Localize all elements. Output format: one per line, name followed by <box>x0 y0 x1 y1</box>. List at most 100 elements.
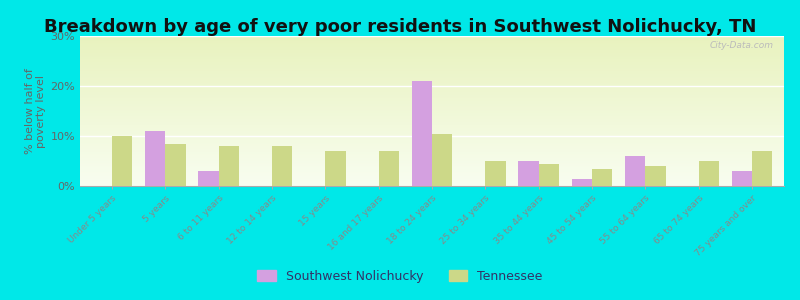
Bar <box>80 141 784 142</box>
Bar <box>80 85 784 86</box>
Bar <box>698 161 719 186</box>
Bar <box>80 167 784 168</box>
Bar <box>80 71 784 72</box>
Bar <box>80 84 784 85</box>
Bar <box>112 136 132 186</box>
Bar <box>145 131 166 186</box>
Bar <box>80 106 784 107</box>
Bar <box>80 126 784 127</box>
Bar <box>80 129 784 130</box>
Bar <box>80 57 784 58</box>
Bar <box>80 80 784 81</box>
Bar <box>80 78 784 79</box>
Bar <box>80 111 784 112</box>
Bar <box>80 81 784 82</box>
Bar <box>80 69 784 70</box>
Bar <box>80 154 784 155</box>
Bar <box>80 113 784 114</box>
Bar <box>80 158 784 159</box>
Bar <box>80 77 784 78</box>
Bar <box>80 66 784 67</box>
Y-axis label: % below half of
poverty level: % below half of poverty level <box>25 68 46 154</box>
Bar <box>80 161 784 162</box>
Bar <box>80 128 784 129</box>
Bar <box>80 152 784 153</box>
Bar <box>518 161 538 186</box>
Bar <box>80 61 784 62</box>
Bar <box>80 132 784 133</box>
Bar <box>80 94 784 95</box>
Bar <box>80 86 784 87</box>
Bar <box>80 122 784 123</box>
Bar <box>80 136 784 137</box>
Bar <box>80 98 784 99</box>
Bar <box>80 162 784 163</box>
Bar <box>80 155 784 156</box>
Bar <box>80 123 784 124</box>
Bar <box>80 38 784 39</box>
Bar <box>80 178 784 179</box>
Bar <box>592 169 612 186</box>
Bar <box>80 41 784 42</box>
Bar <box>80 49 784 50</box>
Bar <box>80 105 784 106</box>
Bar <box>80 109 784 110</box>
Bar <box>80 82 784 83</box>
Bar <box>80 112 784 113</box>
Bar <box>80 130 784 131</box>
Bar <box>80 165 784 166</box>
Bar <box>538 164 559 186</box>
Bar <box>80 118 784 119</box>
Bar <box>80 150 784 151</box>
Bar <box>80 50 784 51</box>
Bar <box>80 147 784 148</box>
Bar <box>80 148 784 149</box>
Bar <box>80 63 784 64</box>
Bar <box>80 182 784 183</box>
Bar <box>80 54 784 55</box>
Bar <box>732 171 752 186</box>
Bar <box>80 42 784 43</box>
Bar <box>625 156 646 186</box>
Bar <box>80 46 784 47</box>
Bar <box>80 76 784 77</box>
Bar <box>80 142 784 143</box>
Bar <box>80 149 784 150</box>
Bar <box>80 100 784 101</box>
Bar <box>166 143 186 186</box>
Bar <box>80 83 784 84</box>
Bar <box>80 144 784 145</box>
Bar <box>80 169 784 170</box>
Bar <box>80 88 784 89</box>
Bar <box>80 95 784 96</box>
Bar <box>80 108 784 109</box>
Bar <box>80 171 784 172</box>
Bar <box>80 56 784 57</box>
Bar <box>272 146 292 186</box>
Bar <box>80 45 784 46</box>
Bar <box>80 103 784 104</box>
Bar <box>80 145 784 146</box>
Bar <box>80 79 784 80</box>
Bar <box>80 52 784 53</box>
Bar <box>80 104 784 105</box>
Bar <box>80 140 784 141</box>
Bar <box>378 151 399 186</box>
Bar <box>80 90 784 91</box>
Bar <box>80 120 784 121</box>
Bar <box>80 39 784 40</box>
Bar <box>80 153 784 154</box>
Bar <box>80 96 784 97</box>
Bar <box>80 51 784 52</box>
Bar <box>80 164 784 165</box>
Bar <box>80 133 784 134</box>
Bar <box>80 53 784 54</box>
Bar <box>80 58 784 59</box>
Bar <box>80 67 784 68</box>
Bar <box>80 62 784 63</box>
Legend: Southwest Nolichucky, Tennessee: Southwest Nolichucky, Tennessee <box>252 265 548 288</box>
Bar <box>80 99 784 100</box>
Bar <box>80 121 784 122</box>
Bar <box>80 65 784 66</box>
Bar <box>80 97 784 98</box>
